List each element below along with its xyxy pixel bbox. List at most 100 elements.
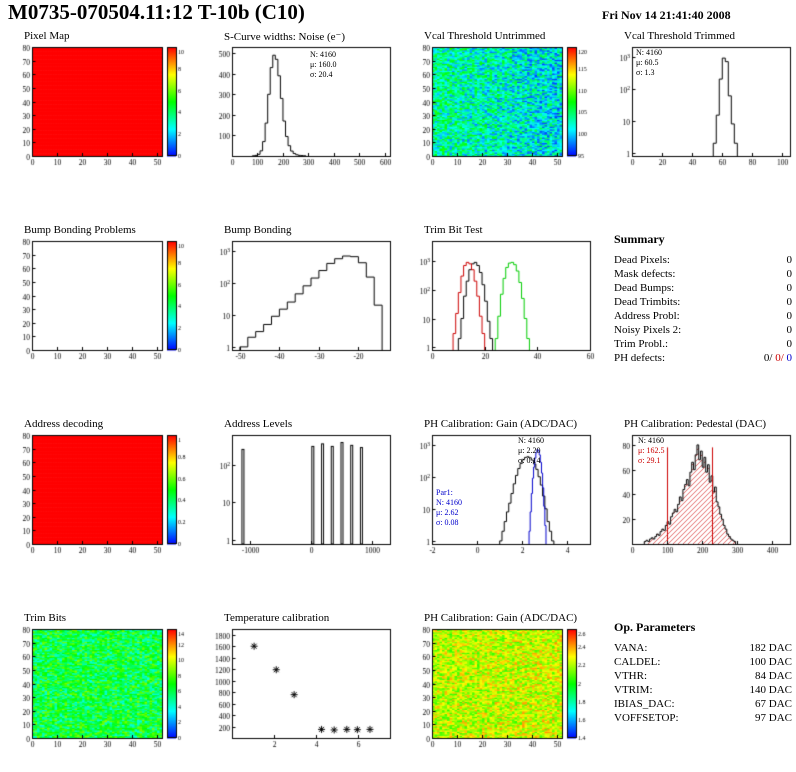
stats-box: N: 4160 μ: 162.5 σ: 29.1: [638, 436, 665, 466]
summary-label: Address Probl:: [614, 310, 680, 322]
stat-entries: N: 4160: [638, 436, 664, 445]
panel-title: Trim Bit Test: [424, 224, 483, 236]
op-param-row: VTHR: 84 DAC: [614, 669, 792, 683]
op-parameters-panel: Op. Parameters VANA: 182 DAC CALDEL: 100…: [614, 620, 792, 725]
op-param-label: VANA:: [614, 642, 648, 654]
stat-sigma: σ: 20.4: [310, 70, 333, 79]
panel-title: Vcal Threshold Untrimmed: [424, 30, 546, 42]
stat-sigma: σ: 1.3: [636, 68, 655, 77]
op-param-value: 97 DAC: [755, 712, 792, 724]
stats-box-par1: Par1: N: 4160 μ: 2.62 σ: 0.08: [436, 488, 462, 528]
op-param-label: CALDEL:: [614, 656, 661, 668]
summary-label: Noisy Pixels 2:: [614, 324, 682, 336]
summary-panel: Summary Dead Pixels: 0 Mask defects: 0 D…: [614, 232, 792, 365]
stat-entries: N: 4160: [518, 436, 544, 445]
bump-bonding-problems-plot: [6, 237, 200, 363]
op-param-row: VANA: 182 DAC: [614, 641, 792, 655]
op-param-value: 140 DAC: [749, 684, 792, 696]
panel-vcal-trimmed: Vcal Threshold Trimmed N: 4160 μ: 60.5 σ…: [606, 30, 796, 186]
summary-label: Dead Bumps:: [614, 282, 675, 294]
panel-title: S-Curve widths: Noise (e⁻): [224, 31, 345, 43]
stats-box: N: 4160 μ: 2.20 σ: 0.14: [518, 436, 544, 466]
vcal-untrimmed-plot: [406, 43, 600, 169]
ph-gain-hist-plot: [406, 431, 600, 557]
summary-row: Trim Probl.: 0: [614, 337, 792, 351]
page-title: M0735-070504.11:12 T-10b (C10): [8, 0, 305, 24]
op-param-row: IBIAS_DAC: 67 DAC: [614, 697, 792, 711]
panel-temperature-calibration: Temperature calibration: [206, 612, 400, 768]
stat-entries: N: 4160: [436, 498, 462, 507]
summary-value: 0: [786, 254, 793, 266]
panel-title: PH Calibration: Pedestal (DAC): [624, 418, 767, 430]
panel-ph-pedestal: PH Calibration: Pedestal (DAC) N: 4160 μ…: [606, 418, 796, 574]
stat-mean: μ: 60.5: [636, 58, 659, 67]
panel-vcal-untrimmed: Vcal Threshold Untrimmed: [406, 30, 600, 186]
stats-box: N: 4160 μ: 160.0 σ: 20.4: [310, 50, 337, 80]
op-param-label: VTRIM:: [614, 684, 653, 696]
ph-defects-black: 0/: [763, 352, 773, 364]
op-param-value: 100 DAC: [749, 656, 792, 668]
ph-pedestal-plot: [606, 431, 796, 557]
summary-row: Dead Trimbits: 0: [614, 295, 792, 309]
summary-label: Dead Trimbits:: [614, 296, 681, 308]
op-param-row: VTRIM: 140 DAC: [614, 683, 792, 697]
summary-row: Mask defects: 0: [614, 267, 792, 281]
panel-title: Address decoding: [24, 418, 104, 430]
stats-box: N: 4160 μ: 60.5 σ: 1.3: [636, 48, 662, 78]
pixel-map-plot: [6, 43, 200, 169]
summary-label: Dead Pixels:: [614, 254, 670, 266]
timestamp: Fri Nov 14 21:41:40 2008: [602, 8, 731, 22]
trim-bits-map-plot: [6, 625, 200, 751]
bump-bonding-plot: [206, 237, 400, 363]
stat-sigma: σ: 0.14: [518, 456, 541, 465]
panel-trim-bit-test: Trim Bit Test: [406, 224, 600, 380]
summary-heading: Summary: [614, 232, 665, 246]
op-param-row: CALDEL: 100 DAC: [614, 655, 792, 669]
stat-entries: N: 4160: [636, 48, 662, 57]
panel-address-decoding: Address decoding: [6, 418, 200, 574]
op-param-value: 182 DAC: [749, 642, 792, 654]
op-param-value: 67 DAC: [755, 698, 792, 710]
address-levels-plot: [206, 431, 400, 557]
panel-title: Address Levels: [224, 418, 293, 430]
summary-value: 0: [786, 282, 793, 294]
vcal-trimmed-plot: [606, 43, 796, 169]
summary-value: 0: [786, 310, 793, 322]
stat-sigma: σ: 29.1: [638, 456, 661, 465]
panel-title: Temperature calibration: [224, 612, 330, 624]
stat-mean: μ: 2.20: [518, 446, 541, 455]
panel-title: Trim Bits: [24, 612, 67, 624]
panel-pixel-map: Pixel Map: [6, 30, 200, 186]
stat-mean: μ: 162.5: [638, 446, 665, 455]
op-param-value: 84 DAC: [755, 670, 792, 682]
summary-label: PH defects:: [614, 352, 666, 364]
stat-sigma: σ: 0.08: [436, 518, 459, 527]
summary-row: Dead Bumps: 0: [614, 281, 792, 295]
panel-trim-bits-map: Trim Bits: [6, 612, 200, 768]
temperature-calibration-plot: [206, 625, 400, 751]
stat-mean: μ: 160.0: [310, 60, 337, 69]
panel-title: PH Calibration: Gain (ADC/DAC): [424, 418, 578, 430]
scurve-noise-plot: [206, 43, 400, 169]
panel-address-levels: Address Levels: [206, 418, 400, 574]
address-decoding-plot: [6, 431, 200, 557]
op-parameters-heading: Op. Parameters: [614, 620, 696, 634]
stat-mean: μ: 2.62: [436, 508, 459, 517]
summary-value: 0: [786, 324, 793, 336]
panel-title: PH Calibration: Gain (ADC/DAC): [424, 612, 578, 624]
summary-row: Noisy Pixels 2: 0: [614, 323, 792, 337]
summary-row-ph-defects: PH defects: 0/ 0/ 0: [614, 351, 792, 365]
panel-ph-gain-hist: PH Calibration: Gain (ADC/DAC) N: 4160 μ…: [406, 418, 600, 574]
panel-bump-bonding-problems: Bump Bonding Problems: [6, 224, 200, 380]
summary-row: Dead Pixels: 0: [614, 253, 792, 267]
summary-value: 0: [786, 338, 793, 350]
op-param-row: VOFFSETOP: 97 DAC: [614, 711, 792, 725]
panel-title: Pixel Map: [24, 30, 70, 42]
summary-label: Trim Probl.:: [614, 338, 669, 350]
op-param-label: VTHR:: [614, 670, 647, 682]
summary-value: 0: [786, 268, 793, 280]
ph-defects-red: 0/: [775, 352, 784, 364]
summary-value: 0: [786, 296, 793, 308]
stat-par-label: Par1:: [436, 488, 453, 497]
panel-ph-gain-map: PH Calibration: Gain (ADC/DAC): [406, 612, 600, 768]
